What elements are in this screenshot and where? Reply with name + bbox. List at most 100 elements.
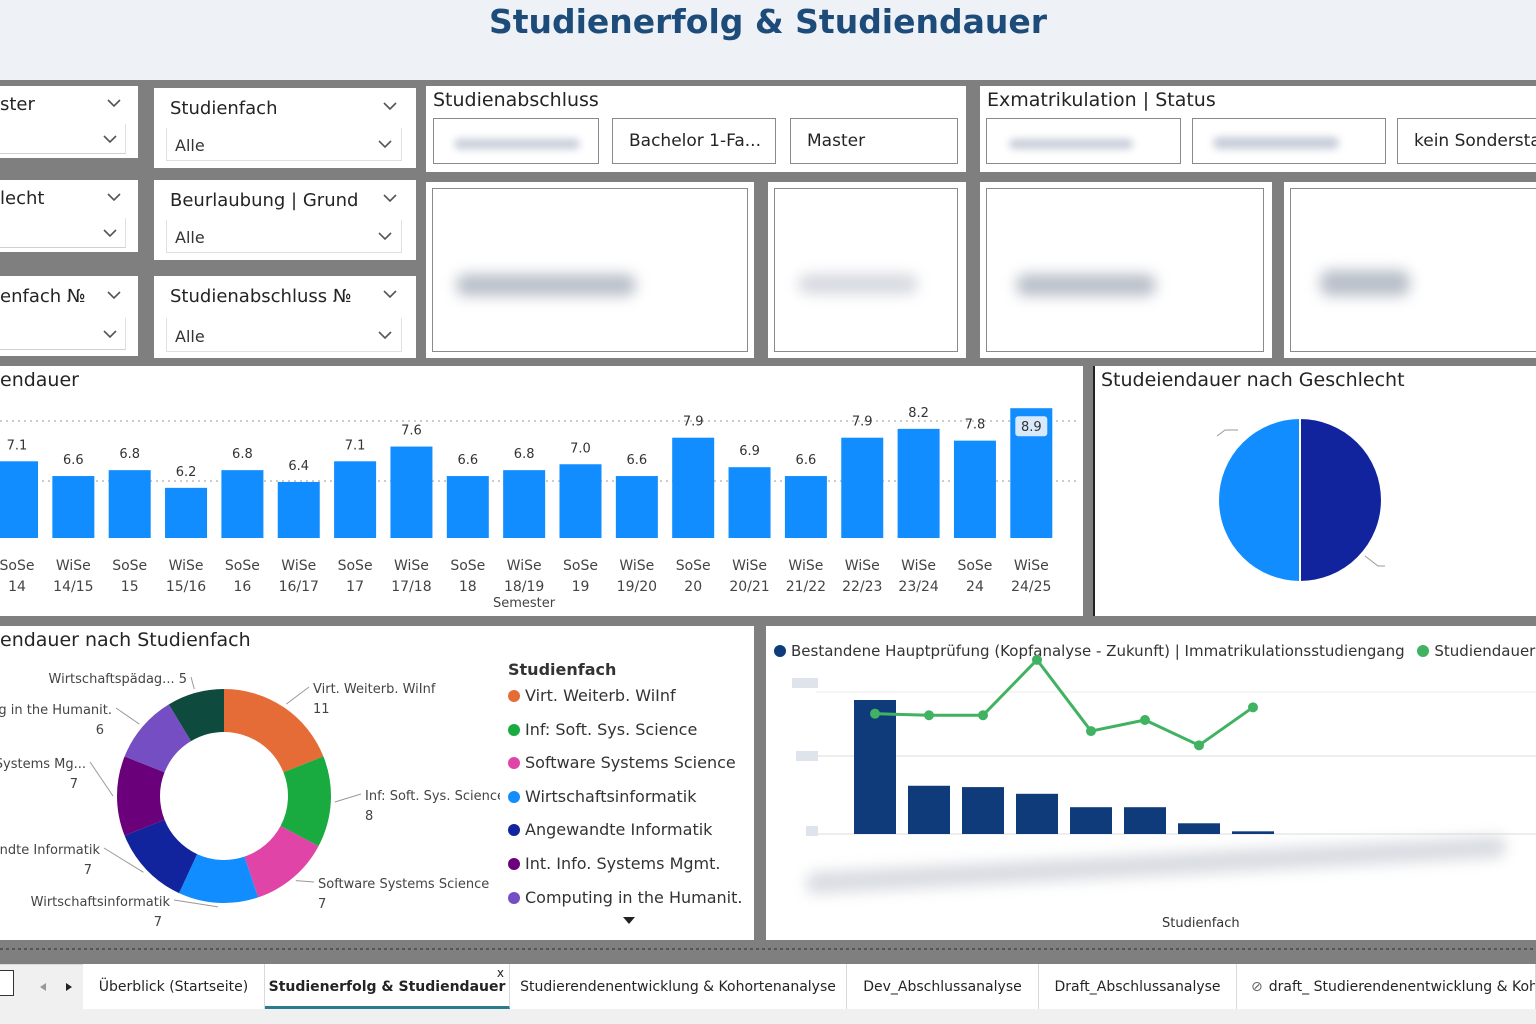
tab-prev-icon[interactable] — [38, 982, 48, 992]
slicer-dropdown[interactable]: Alle — [166, 318, 402, 352]
legend-more-icon[interactable] — [622, 916, 636, 926]
slicer-dropdown[interactable]: Alle — [166, 220, 402, 253]
slicer-dropdown[interactable]: Alle — [166, 128, 402, 161]
kpi-card-1 — [426, 182, 754, 358]
slice-value: 7 — [84, 863, 92, 878]
tab-studienerfolg[interactable]: Studienerfolg & Studiendauer x — [265, 964, 510, 1009]
legend-item[interactable]: Virt. Weiterb. WiInf — [508, 686, 676, 705]
slicer-dropdown[interactable] — [0, 218, 126, 248]
slicer-dropdown[interactable] — [0, 124, 126, 154]
legend-item[interactable]: Wirtschaftsinformatik — [508, 787, 696, 806]
tab-studierendenentwicklung[interactable]: Studierendenentwicklung & Kohortenanalys… — [510, 964, 847, 1009]
redacted-blur — [798, 274, 918, 294]
tile-exmatrikulation-3[interactable]: kein Sondersta — [1397, 118, 1536, 164]
data-label: 7.9 — [683, 415, 704, 430]
slicer-beurlaubung[interactable]: Beurlaubung | Grund Alle — [154, 180, 416, 260]
chevron-down-icon[interactable] — [106, 287, 122, 303]
tile-exmatrikulation-2[interactable] — [1192, 118, 1386, 164]
chevron-down-icon[interactable] — [102, 225, 118, 241]
tab-draft-abschlussanalyse[interactable]: Draft_Abschlussanalyse — [1039, 964, 1237, 1009]
pie-slice — [1299, 416, 1383, 584]
close-icon[interactable]: x — [496, 966, 504, 980]
kpi-card-4 — [1284, 182, 1536, 358]
leader-line — [1364, 555, 1385, 567]
slicer-label: lecht — [0, 188, 45, 209]
chevron-down-icon[interactable] — [382, 286, 398, 302]
chevron-down-icon[interactable] — [382, 190, 398, 206]
tile-abschluss-2[interactable]: Bachelor 1-Fa... — [612, 118, 776, 164]
page-nav-icon[interactable] — [0, 970, 14, 996]
slice-value: 8 — [365, 809, 373, 824]
leader-line — [334, 793, 362, 803]
legend-title: Studienfach — [508, 660, 617, 679]
slicer-dropdown[interactable] — [0, 318, 126, 350]
tile-exmatrikulation-1[interactable] — [986, 118, 1181, 164]
chevron-down-icon[interactable] — [106, 189, 122, 205]
slicer-label: Studienabschluss № — [170, 286, 352, 307]
bar — [897, 428, 940, 538]
tab-draft-studierendenentwicklung[interactable]: ⊘ draft_ Studierendenentwicklung & Kohort — [1237, 964, 1536, 1009]
legend-label: Wirtschaftsinformatik — [525, 786, 697, 806]
bar — [559, 464, 602, 538]
legend-item[interactable]: Int. Info. Systems Mgmt. — [508, 854, 720, 873]
chevron-down-icon[interactable] — [377, 136, 393, 152]
slicer-studienabschluss-nr[interactable]: Studienabschluss № Alle — [154, 276, 416, 358]
chevron-down-icon[interactable] — [102, 326, 118, 342]
chevron-down-icon[interactable] — [377, 327, 393, 343]
legend-dot — [508, 723, 520, 736]
slice-value: 7 — [70, 777, 78, 792]
combo-bar — [1016, 793, 1058, 834]
data-label: 6.2 — [176, 465, 197, 480]
slicer-studienfach-nr[interactable]: enfach № — [0, 276, 138, 356]
legend-dot — [1417, 645, 1430, 657]
x-tick-label: WiSe — [845, 558, 880, 574]
donut-slice — [168, 689, 224, 742]
slicer-geschlecht[interactable]: lecht — [0, 180, 138, 252]
bar-chart-title: endauer — [0, 369, 79, 391]
legend-item[interactable]: Computing in the Humanit. — [508, 888, 742, 907]
line-point — [1194, 740, 1204, 751]
tab-dev-abschlussanalyse[interactable]: Dev_Abschlussanalyse — [847, 964, 1039, 1009]
tile-label: Bachelor 1-Fa... — [629, 131, 761, 151]
slice-label: Wirtschaftsinformatik — [31, 895, 171, 910]
legend-item[interactable]: Software Systems Science — [508, 753, 736, 772]
geschlecht-pie-chart — [1216, 416, 1385, 584]
x-tick-label: SoSe — [957, 558, 992, 574]
tile-abschluss-1[interactable] — [433, 118, 599, 164]
leader-line — [173, 899, 219, 908]
x-tick-label: 15 — [121, 579, 139, 595]
tab-ueberblick[interactable]: Überblick (Startseite) — [83, 964, 265, 1009]
studiendauer-bar-panel: endauer 7.1 SoSe 14 6.6 WiSe 14/15 6.8 SoSe 15 6.… — [0, 366, 1083, 616]
legend-item[interactable]: Inf: Soft. Sys. Science — [508, 720, 697, 739]
x-tick-label: WiSe — [732, 558, 767, 574]
studienabschluss-slicer: Studienabschluss Bachelor 1-Fa... Master — [426, 86, 966, 172]
combo-bar — [1124, 807, 1166, 834]
legend-label: Software Systems Science — [525, 753, 736, 773]
combo-bar — [854, 700, 896, 834]
bar — [0, 461, 38, 538]
chevron-down-icon[interactable] — [102, 131, 118, 147]
tab-next-icon[interactable] — [64, 982, 74, 992]
tile-abschluss-3[interactable]: Master — [790, 118, 958, 164]
chevron-down-icon[interactable] — [382, 98, 398, 114]
combo-legend: Bestandene Hauptprüfung (Kopfanalyse - Z… — [774, 642, 1535, 660]
exmatrikulation-slicer: Exmatrikulation | Status kein Sondersta — [980, 86, 1536, 172]
legend-line-label: Studiendauer — [1434, 642, 1536, 660]
chevron-down-icon[interactable] — [377, 228, 393, 244]
x-tick-label: 18 — [459, 579, 477, 595]
slicer-label: Studienfach — [170, 98, 278, 119]
x-tick-label: WiSe — [1014, 558, 1049, 574]
redacted-blur — [456, 274, 636, 296]
slice-label: Systems Mg... — [0, 757, 86, 772]
legend-dot — [508, 690, 520, 702]
data-label: 6.6 — [457, 453, 478, 468]
report-header: Studienerfolg & Studiendauer — [0, 0, 1536, 80]
combo-bar — [908, 785, 950, 834]
chevron-down-icon[interactable] — [106, 95, 122, 111]
leader-line — [285, 686, 310, 705]
combo-bar — [1178, 823, 1220, 834]
slicer-studienfach[interactable]: Studienfach Alle — [154, 88, 416, 168]
legend-item[interactable]: Angewandte Informatik — [508, 820, 712, 839]
slicer-semester[interactable]: ster — [0, 86, 138, 158]
slicer-value: Alle — [175, 327, 205, 346]
